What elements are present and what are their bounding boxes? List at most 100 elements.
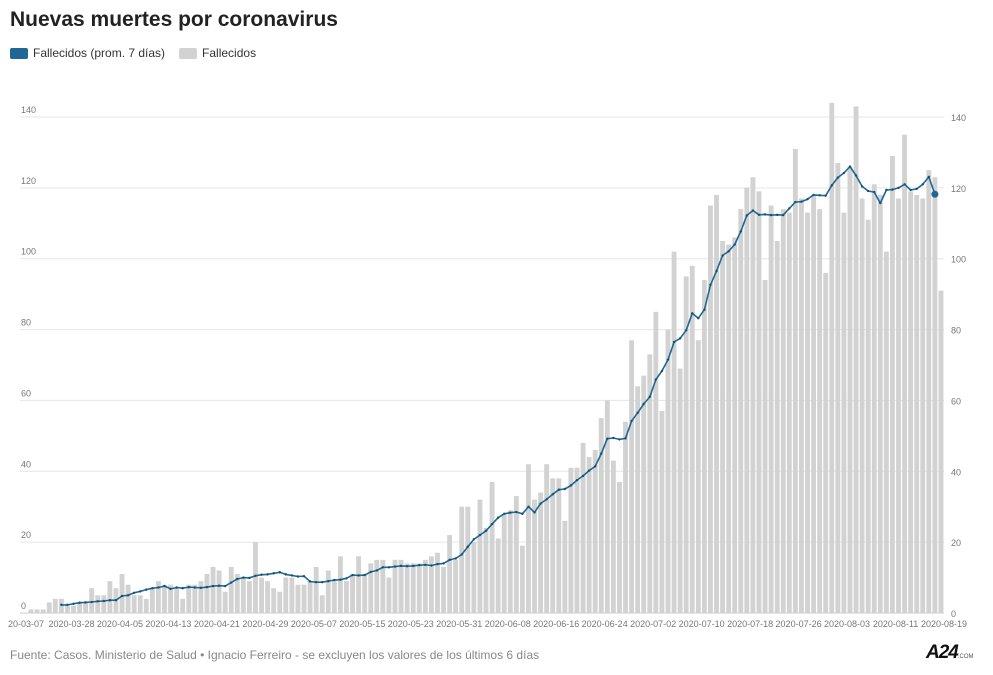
bar xyxy=(701,279,707,613)
bar xyxy=(823,272,829,613)
bar xyxy=(617,481,622,613)
bar xyxy=(77,602,82,613)
average-point xyxy=(854,174,858,177)
average-point xyxy=(788,207,791,210)
bar xyxy=(720,241,726,613)
average-point xyxy=(678,337,682,340)
y-tick-label-left: 40 xyxy=(21,459,31,469)
average-point xyxy=(272,572,275,575)
average-point xyxy=(509,511,512,514)
average-point xyxy=(84,601,87,604)
bar xyxy=(447,535,453,613)
x-tick-label: 2020-04-29 xyxy=(242,619,288,629)
y-tick-label-left: 140 xyxy=(21,105,36,115)
average-point xyxy=(302,574,306,578)
bar xyxy=(556,478,562,613)
bar xyxy=(792,148,798,613)
bar xyxy=(392,559,398,613)
average-point xyxy=(351,573,354,577)
logo-domain: .COM xyxy=(957,654,974,660)
y-tick-label-left: 100 xyxy=(21,247,36,257)
average-point xyxy=(642,402,645,406)
bar xyxy=(83,602,89,613)
bar xyxy=(307,581,313,613)
average-point xyxy=(903,183,906,186)
average-point xyxy=(211,584,215,588)
bar xyxy=(835,163,841,614)
y-tick-label-right: 40 xyxy=(951,467,961,477)
bar xyxy=(410,563,416,613)
average-point xyxy=(60,603,63,607)
bar xyxy=(259,577,264,613)
bar xyxy=(107,581,113,613)
average-point xyxy=(193,586,197,589)
bar xyxy=(538,492,544,613)
bar xyxy=(356,556,362,613)
x-tick-label: 2020-05-23 xyxy=(388,619,434,629)
average-point xyxy=(909,188,912,192)
bar xyxy=(155,581,161,613)
average-point xyxy=(654,378,658,381)
bar xyxy=(416,563,422,613)
average-point xyxy=(897,186,900,190)
bar xyxy=(604,400,610,613)
bar xyxy=(253,542,258,613)
bar xyxy=(841,212,847,613)
average-point xyxy=(448,558,451,562)
average-point xyxy=(405,565,409,568)
bar xyxy=(896,198,901,613)
average-point xyxy=(860,185,864,188)
average-point xyxy=(278,571,281,574)
bar xyxy=(289,577,295,613)
average-point xyxy=(327,579,330,583)
average-point xyxy=(739,230,742,233)
bar xyxy=(653,311,659,613)
bar xyxy=(744,187,750,613)
bar xyxy=(180,598,186,613)
bar xyxy=(562,520,568,613)
average-point xyxy=(557,488,560,491)
bar xyxy=(52,598,58,613)
bar xyxy=(714,194,719,613)
x-tick-label: 2020-04-13 xyxy=(145,619,191,629)
legend-item-daily[interactable]: Fallecidos xyxy=(179,46,256,60)
average-point xyxy=(157,586,160,589)
average-point xyxy=(418,563,421,567)
bar xyxy=(550,478,556,613)
average-point xyxy=(575,478,579,482)
average-point xyxy=(230,581,233,584)
bar xyxy=(677,368,683,613)
bar xyxy=(344,581,349,613)
average-point xyxy=(72,602,75,605)
average-point xyxy=(290,574,294,577)
average-point xyxy=(381,566,385,569)
legend-item-average[interactable]: Fallecidos (prom. 7 días) xyxy=(10,46,165,60)
bar xyxy=(750,177,756,613)
bar xyxy=(768,205,774,614)
bar xyxy=(331,581,337,613)
chart-title: Nuevas muertes por coronavirus xyxy=(10,8,338,31)
average-point xyxy=(666,358,670,361)
bar xyxy=(483,527,489,613)
average-point xyxy=(96,600,99,603)
average-point xyxy=(199,586,203,590)
average-point xyxy=(248,576,251,580)
x-tick-label: 2020-05-07 xyxy=(291,619,337,629)
bar xyxy=(908,191,914,613)
average-point xyxy=(260,573,263,576)
bar xyxy=(914,194,920,613)
bar xyxy=(325,570,331,613)
average-point xyxy=(132,591,136,595)
x-tick-label: 2020-04-05 xyxy=(97,619,143,629)
bar xyxy=(665,329,671,613)
average-point xyxy=(412,564,415,568)
bar xyxy=(853,106,859,613)
bar xyxy=(174,588,180,613)
bar xyxy=(598,418,604,613)
bar xyxy=(380,559,386,613)
bar xyxy=(513,496,519,613)
average-point xyxy=(539,502,542,505)
average-point xyxy=(369,570,372,574)
bar xyxy=(422,559,428,613)
average-point xyxy=(800,200,803,203)
